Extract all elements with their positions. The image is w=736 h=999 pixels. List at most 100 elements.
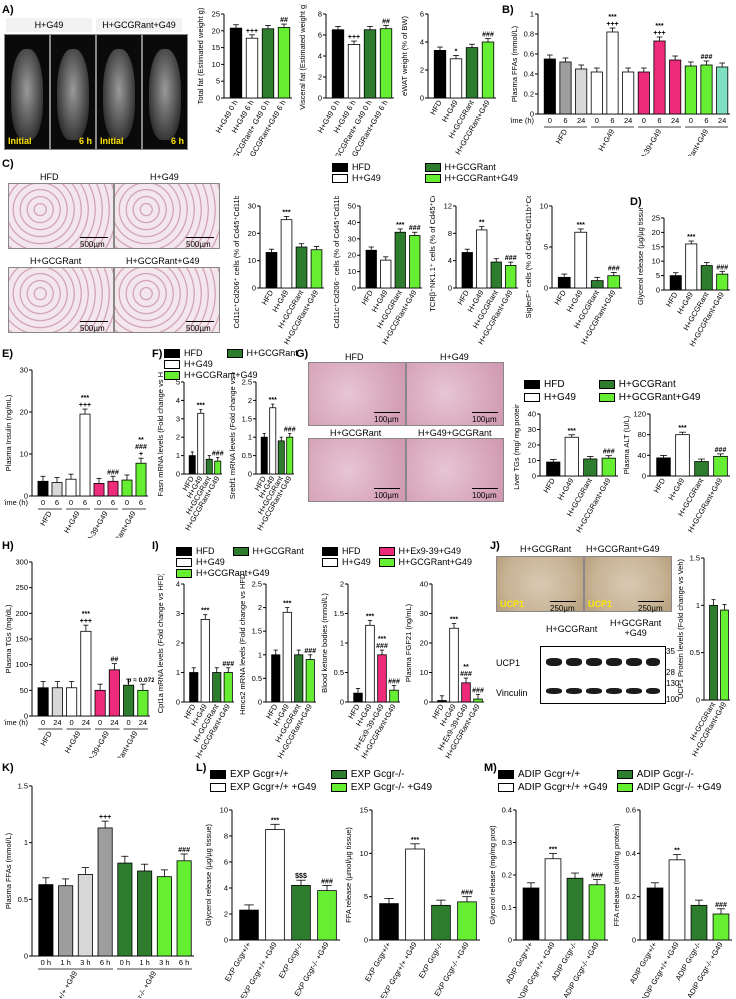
y-tick-label: 4 <box>224 884 228 893</box>
bar <box>473 698 483 703</box>
legend-item: HFD <box>184 348 203 358</box>
y-tick-label: 0 <box>176 470 180 479</box>
y-tick-label: 0.4 <box>502 806 512 815</box>
bar <box>305 659 315 703</box>
significance-label: *** <box>577 222 585 229</box>
group-label: Gcgr-/- +G49 <box>128 970 158 999</box>
x-tick-label: 0 <box>548 116 552 125</box>
y-axis-label: Glycerol release (mg/mg prot) <box>488 825 497 925</box>
x-tick-label: 0 <box>642 116 646 125</box>
y-axis-label: Liver TGs (mg/ mg protein) <box>512 404 521 490</box>
x-tick-label: 24 <box>139 718 147 727</box>
legend-item: H+G49 <box>544 392 576 403</box>
bar <box>433 50 447 99</box>
bar <box>65 478 77 497</box>
bar <box>405 848 425 941</box>
bar <box>575 68 588 115</box>
y-tick-label: 6 <box>224 858 228 867</box>
chart-glycerol-release-d: Glycerol release (µg/µg tissue) 0 5 10 15 20 2… <box>636 208 730 348</box>
significance-label: ### <box>608 265 620 272</box>
significance-label: *** <box>678 425 686 432</box>
ucp1-band <box>546 658 562 666</box>
x-tick-label: 0 <box>595 116 599 125</box>
bar <box>212 672 222 703</box>
bar <box>449 627 459 703</box>
bar <box>37 480 49 497</box>
significance-label: ** <box>674 848 680 855</box>
significance-label: ### <box>321 878 333 885</box>
bar <box>365 249 377 289</box>
y-tick-label: 30 <box>348 234 356 243</box>
y-tick-label: 6 <box>420 10 424 19</box>
y-tick-label: 4 <box>420 38 424 47</box>
legend-c: HFD H+GCGRant H+G49 H+GCGRant+G49 <box>332 162 532 184</box>
y-tick-label: 30 <box>528 425 536 434</box>
bar <box>668 859 686 941</box>
x-axis-label: Time (h) <box>4 498 28 507</box>
y-tick-label: 20 <box>248 229 256 238</box>
bar <box>437 700 447 703</box>
bar <box>606 31 619 115</box>
chart-cd11c-cd206-neg: Cd11c⁺Cd206⁻ cells (% of Cd45⁺Cd11b⁺F4/8… <box>332 196 422 346</box>
blot-group-1: H+GCGRant <box>546 624 598 634</box>
y-tick-label: 0.5 <box>252 674 262 683</box>
x-tick-label: 6 <box>139 498 143 507</box>
bar <box>461 252 473 289</box>
y-tick-label: 300 <box>15 558 28 567</box>
g-caption-gcgrant: H+GCGRant <box>330 428 382 438</box>
bar <box>685 243 698 291</box>
bar <box>37 687 49 717</box>
group-label: Gcgr+/+ +G49 <box>48 970 80 999</box>
y-axis-label: Plasma TGs (mg/dL) <box>4 604 13 674</box>
significance-label: ### <box>135 444 147 451</box>
y-tick-label: 0.2 <box>502 871 512 880</box>
j-ucp-tag-2: UCP1 <box>588 599 613 609</box>
legend-item: H+G49 <box>352 173 381 183</box>
significance-label: *** <box>687 234 695 241</box>
bar <box>51 687 63 717</box>
bar <box>245 37 259 99</box>
bar <box>389 689 399 703</box>
group-label: H+Ex9-39+G49 <box>77 730 111 759</box>
bar <box>646 887 664 941</box>
bar <box>317 890 337 941</box>
y-tick-label: 0 <box>248 470 252 479</box>
legend-swatch <box>176 569 192 579</box>
y-tick-label: 1 <box>696 601 700 610</box>
x-tick-label: 24 <box>671 116 679 125</box>
y-tick-label: 40 <box>528 410 536 419</box>
bar <box>137 689 149 717</box>
y-tick-label: 0 <box>364 936 368 945</box>
y-tick-label: 50 <box>348 202 356 211</box>
significance-label: ** <box>138 437 144 444</box>
bar <box>559 61 572 115</box>
bar <box>347 44 361 99</box>
legend-swatch <box>598 379 615 389</box>
chart-glycerol-release-m: Glycerol release (mg/mg prot) 0 0.1 0.2 0.3 0… <box>488 806 608 998</box>
legend-swatch <box>232 547 249 557</box>
x-tick-label: EXP Gcgr+/+ <box>223 940 253 983</box>
significance-label: ### <box>472 687 484 694</box>
y-tick-label: 0.2 <box>626 892 636 901</box>
y-tick-label: 2 <box>176 639 180 648</box>
y-tick-label: 0 <box>24 952 28 961</box>
legend-swatch <box>424 163 441 173</box>
bar <box>394 231 406 289</box>
bar <box>223 672 233 703</box>
c-caption-hg49: H+G49 <box>150 172 179 182</box>
g-histology-2 <box>406 362 504 426</box>
x-tick-label: 0 <box>41 498 45 507</box>
significance-label: +++ <box>79 402 91 409</box>
significance-label: ** <box>463 664 469 671</box>
x-tick-label: EXP Gcgr-/- <box>277 940 305 980</box>
significance-label: *** <box>396 222 404 229</box>
bar <box>66 687 78 717</box>
y-tick-label: 25 <box>652 214 660 223</box>
bar <box>205 458 213 475</box>
y-tick-label: 40 <box>420 580 428 589</box>
c-scalebar-3: 500µm <box>80 321 108 333</box>
g-caption-g49-gcgrant: H+G49+GCGRant <box>418 428 492 438</box>
legend-swatch <box>498 782 514 792</box>
y-tick-label: 10 <box>348 267 356 276</box>
significance-label: +++ <box>80 618 92 625</box>
